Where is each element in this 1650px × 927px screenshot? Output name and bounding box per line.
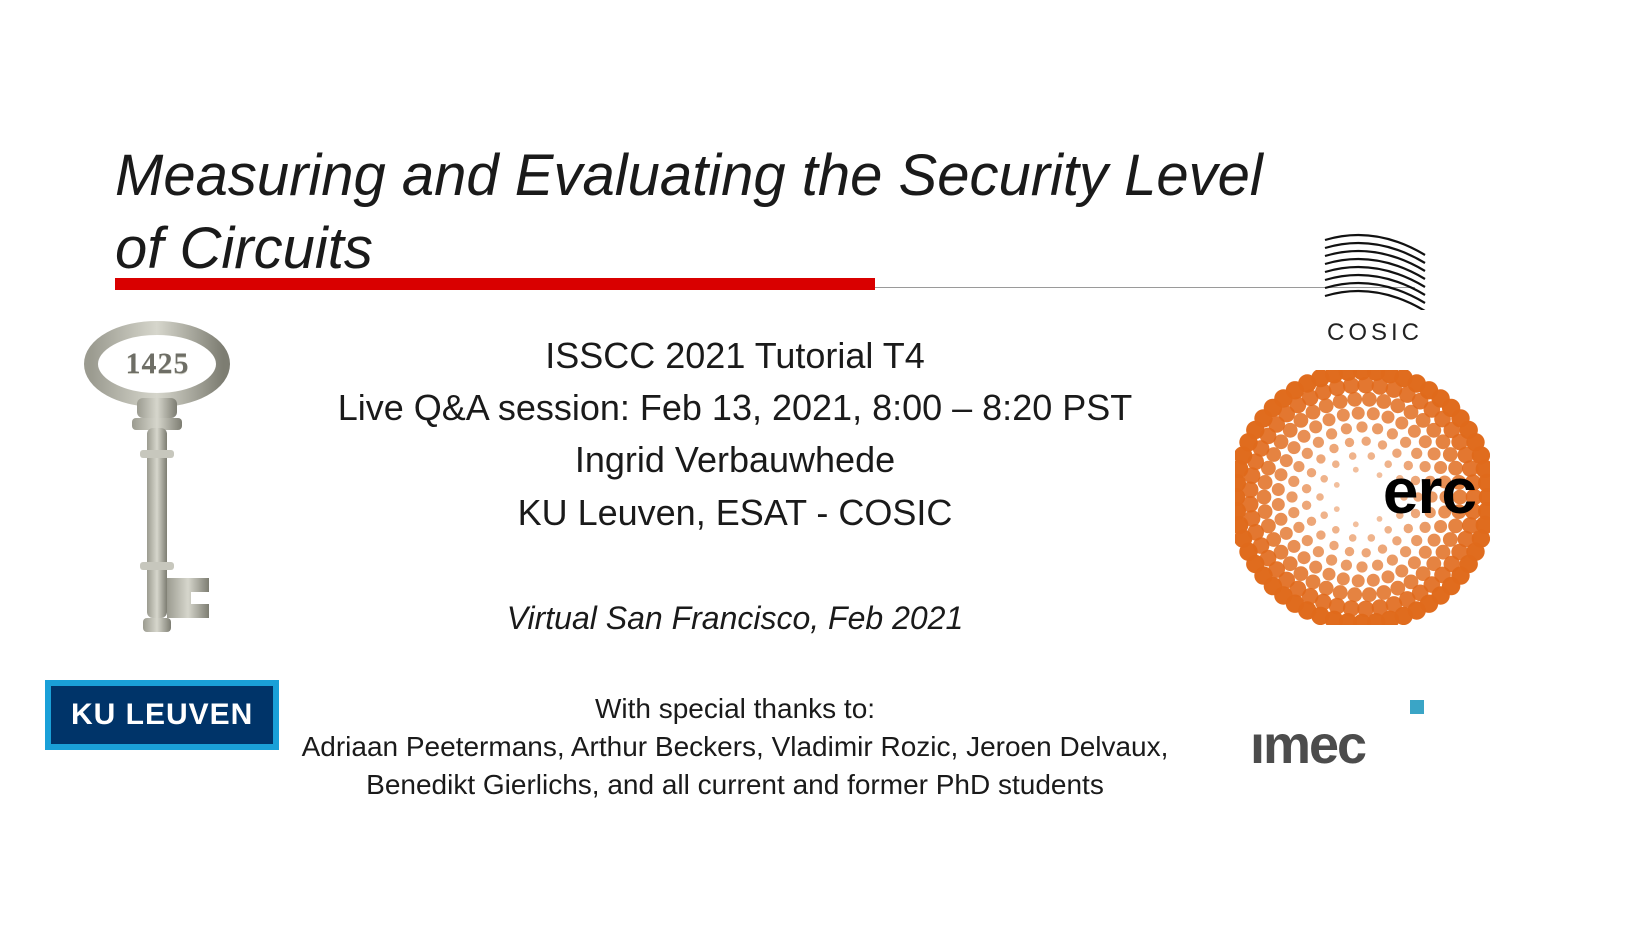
kuleuven-label: KU LEUVEN: [51, 686, 273, 744]
thanks-heading: With special thanks to:: [290, 690, 1180, 728]
erc-logo: erc: [1235, 370, 1490, 625]
underline-red: [115, 278, 875, 290]
antique-key-icon: 1425: [80, 320, 235, 665]
info-line: ISSCC 2021 Tutorial T4: [300, 330, 1170, 382]
thanks-body: Adriaan Peetermans, Arthur Beckers, Vlad…: [290, 728, 1180, 804]
imec-logo: ımec: [1250, 700, 1440, 776]
location-line: Virtual San Francisco, Feb 2021: [300, 600, 1170, 637]
cosic-waves-icon: [1315, 230, 1435, 310]
slide: Measuring and Evaluating the Security Le…: [0, 0, 1650, 927]
talk-title: Measuring and Evaluating the Security Le…: [115, 140, 1265, 285]
cosic-logo: COSIC: [1310, 230, 1440, 347]
session-info: ISSCC 2021 Tutorial T4 Live Q&A session:…: [300, 330, 1170, 539]
title-underline: [115, 278, 1415, 292]
thanks-block: With special thanks to: Adriaan Peeterma…: [290, 690, 1180, 803]
imec-dot-icon: [1410, 700, 1424, 714]
info-line: KU Leuven, ESAT - COSIC: [300, 487, 1170, 539]
imec-label: ımec: [1250, 714, 1440, 776]
key-year-text: 1425: [126, 347, 190, 381]
cosic-label: COSIC: [1310, 319, 1440, 347]
info-line: Live Q&A session: Feb 13, 2021, 8:00 – 8…: [300, 382, 1170, 434]
info-line: Ingrid Verbauwhede: [300, 434, 1170, 486]
kuleuven-logo: KU LEUVEN: [45, 680, 279, 750]
erc-label: erc: [1383, 454, 1476, 528]
